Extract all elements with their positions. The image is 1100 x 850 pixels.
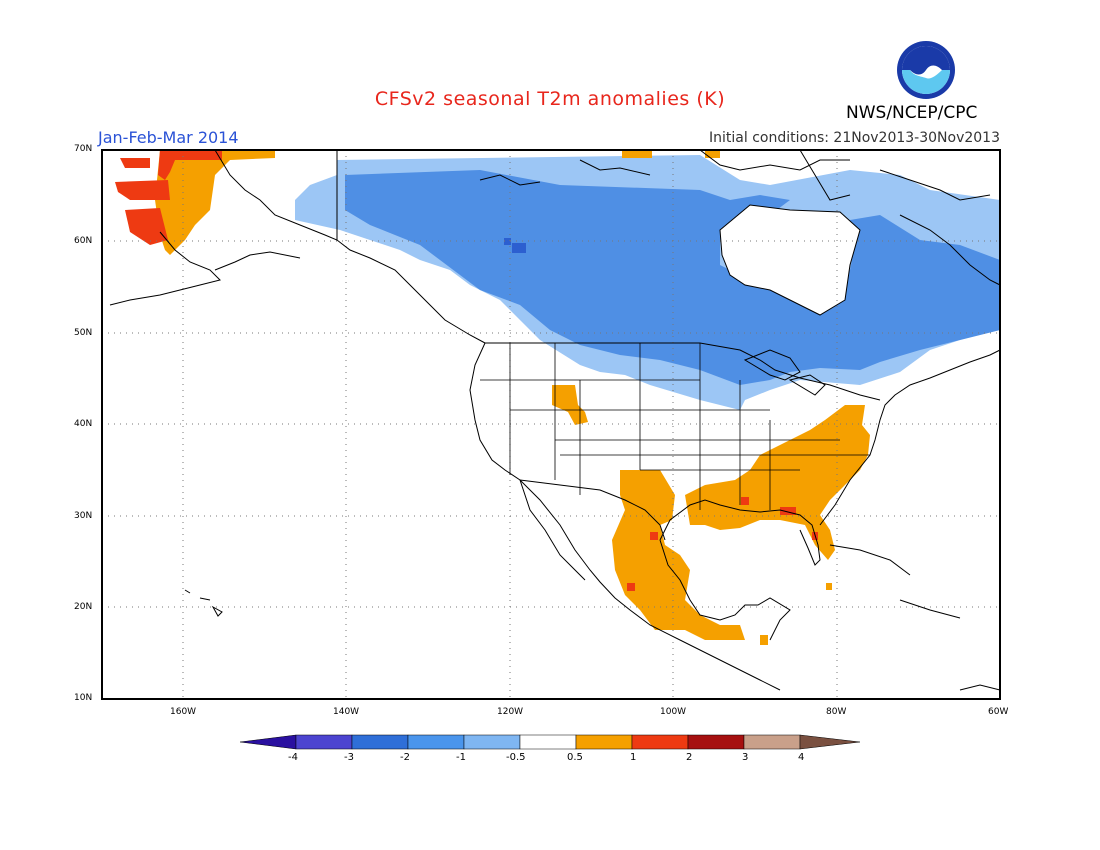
lat-label-70n: 70N bbox=[74, 144, 93, 154]
colorbar-label: 1 bbox=[630, 752, 637, 763]
lon-label-100w: 100W bbox=[660, 707, 687, 717]
agency-label: NWS/NCEP/CPC bbox=[846, 103, 978, 123]
colorbar-label: 0.5 bbox=[567, 752, 583, 763]
map-title: CFSv2 seasonal T2m anomalies (K) bbox=[374, 88, 726, 110]
colorbar-label: 2 bbox=[686, 752, 693, 763]
cold-anomaly-mid bbox=[345, 170, 1000, 385]
warm-anomaly-mexico bbox=[612, 470, 745, 640]
warm-anomaly-southeast bbox=[685, 405, 870, 560]
colorbar-label: -4 bbox=[288, 752, 298, 763]
anomaly-shading bbox=[115, 150, 1000, 645]
warm-anomaly-bering bbox=[155, 150, 275, 255]
lat-label-20n: 20N bbox=[74, 602, 93, 612]
colorbar-label: -2 bbox=[400, 752, 410, 763]
lat-label-50n: 50N bbox=[74, 328, 93, 338]
hudson-bay-neutral bbox=[720, 205, 860, 315]
lon-label-140w: 140W bbox=[333, 707, 360, 717]
colorbar-label: -0.5 bbox=[506, 752, 526, 763]
warm-anomaly-utah bbox=[552, 385, 588, 425]
colorbar-label: 3 bbox=[742, 752, 749, 763]
initial-conditions: Initial conditions: 21Nov2013-30Nov2013 bbox=[709, 130, 1000, 146]
lat-label-40n: 40N bbox=[74, 419, 93, 429]
coastlines bbox=[109, 149, 1001, 691]
lat-label-10n: 10N bbox=[74, 693, 93, 703]
lon-label-160w: 160W bbox=[170, 707, 197, 717]
warm-anomaly-bering-red bbox=[158, 150, 222, 180]
state-borders bbox=[480, 343, 870, 510]
colorbar-label: -3 bbox=[344, 752, 354, 763]
lon-label-80w: 80W bbox=[826, 707, 847, 717]
lon-label-60w: 60W bbox=[988, 707, 1009, 717]
lat-label-60n: 60N bbox=[74, 236, 93, 246]
lat-label-30n: 30N bbox=[74, 511, 93, 521]
colorbar-label: 4 bbox=[798, 752, 805, 763]
colorbar-label: -1 bbox=[456, 752, 466, 763]
lon-label-120w: 120W bbox=[497, 707, 524, 717]
forecast-period: Jan-Feb-Mar 2014 bbox=[98, 128, 239, 147]
noaa-logo bbox=[897, 41, 955, 99]
